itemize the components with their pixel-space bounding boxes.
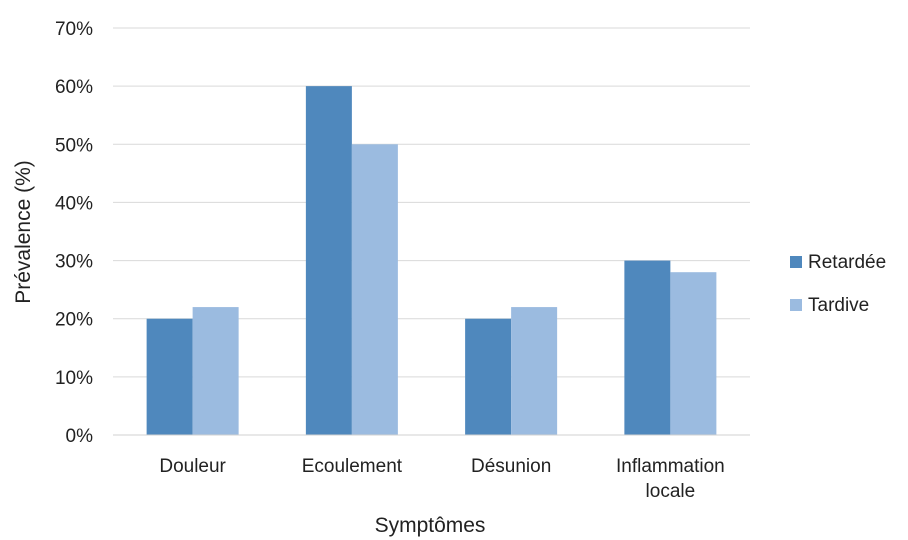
y-tick-label: 0% — [66, 426, 94, 447]
y-tick-label: 50% — [55, 135, 93, 156]
y-axis-title: Prévalence (%) — [12, 160, 35, 304]
bar-tardive-1 — [351, 144, 398, 436]
y-axis-ticks: 0% 10% 20% 30% 40% 50% 60% 70% — [55, 19, 93, 447]
x-axis-categories: Douleur Ecoulement Désunion Inflammation loc… — [159, 456, 724, 502]
legend-swatch — [790, 299, 802, 311]
y-tick-label: 20% — [55, 310, 93, 331]
x-category-label: Inflammation — [616, 456, 725, 477]
bar-tardive-2 — [511, 307, 558, 435]
bar-retardée-0 — [146, 318, 193, 435]
x-axis-title: Symptômes — [375, 514, 486, 537]
legend-label: Tardive — [808, 295, 869, 316]
bar-retardée-3 — [624, 260, 671, 435]
y-tick-label: 40% — [55, 193, 93, 214]
bar-tardive-3 — [670, 272, 717, 435]
legend-label: Retardée — [808, 252, 886, 273]
bar-retardée-2 — [465, 318, 512, 435]
bar-tardive-0 — [192, 307, 239, 435]
x-category-label: Ecoulement — [302, 456, 403, 477]
y-tick-label: 10% — [55, 368, 93, 389]
y-tick-label: 60% — [55, 77, 93, 98]
legend-swatch — [790, 256, 802, 268]
legend: Retardée Tardive — [790, 252, 886, 316]
bar-retardée-1 — [305, 86, 352, 436]
y-tick-label: 30% — [55, 252, 93, 273]
y-tick-label: 70% — [55, 19, 93, 40]
bars — [146, 86, 717, 436]
x-category-label: locale — [646, 481, 696, 502]
x-category-label: Douleur — [159, 456, 226, 477]
x-category-label: Désunion — [471, 456, 551, 477]
